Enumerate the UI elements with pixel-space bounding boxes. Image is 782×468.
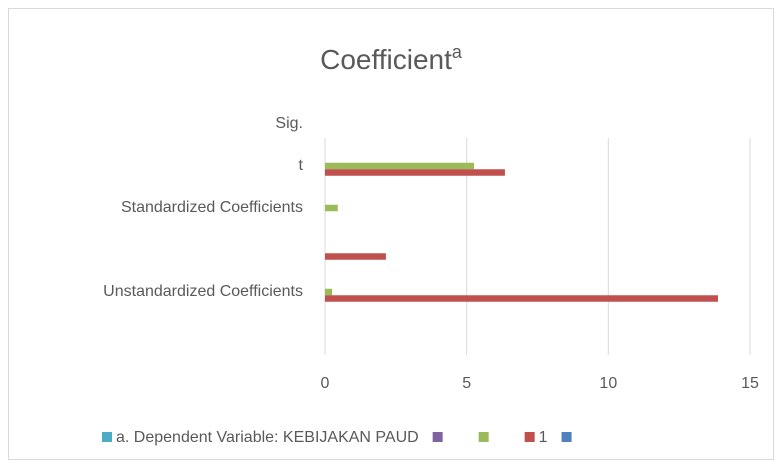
x-tick-label: 10 <box>599 375 617 392</box>
x-tick-label: 15 <box>741 375 759 392</box>
title-superscript: a <box>452 42 463 62</box>
x-tick-label: 5 <box>462 375 471 392</box>
legend-swatch <box>432 432 443 442</box>
y-tick-label: t <box>299 157 304 174</box>
legend-swatch <box>524 432 535 442</box>
legend-label: a. Dependent Variable: KEBIJAKAN PAUD <box>116 429 419 446</box>
bar <box>325 169 505 176</box>
bar <box>325 204 338 212</box>
y-tick-label: Unstandardized Coefficients <box>103 283 303 300</box>
legend-label: 1 <box>539 429 548 446</box>
bar <box>325 288 333 296</box>
x-tick-label: 0 <box>321 375 330 392</box>
title-text: Coefficient <box>320 44 452 75</box>
legend-swatch <box>102 432 112 442</box>
legend-swatch <box>561 432 572 442</box>
y-tick-label: Standardized Coefficients <box>121 199 303 216</box>
chart-title: Coefficienta <box>320 42 463 76</box>
bar <box>325 162 475 170</box>
chart-border <box>8 8 774 460</box>
y-tick-label: Sig. <box>275 115 303 132</box>
bar <box>325 253 386 260</box>
bar <box>325 295 718 302</box>
legend-swatch <box>478 432 489 442</box>
